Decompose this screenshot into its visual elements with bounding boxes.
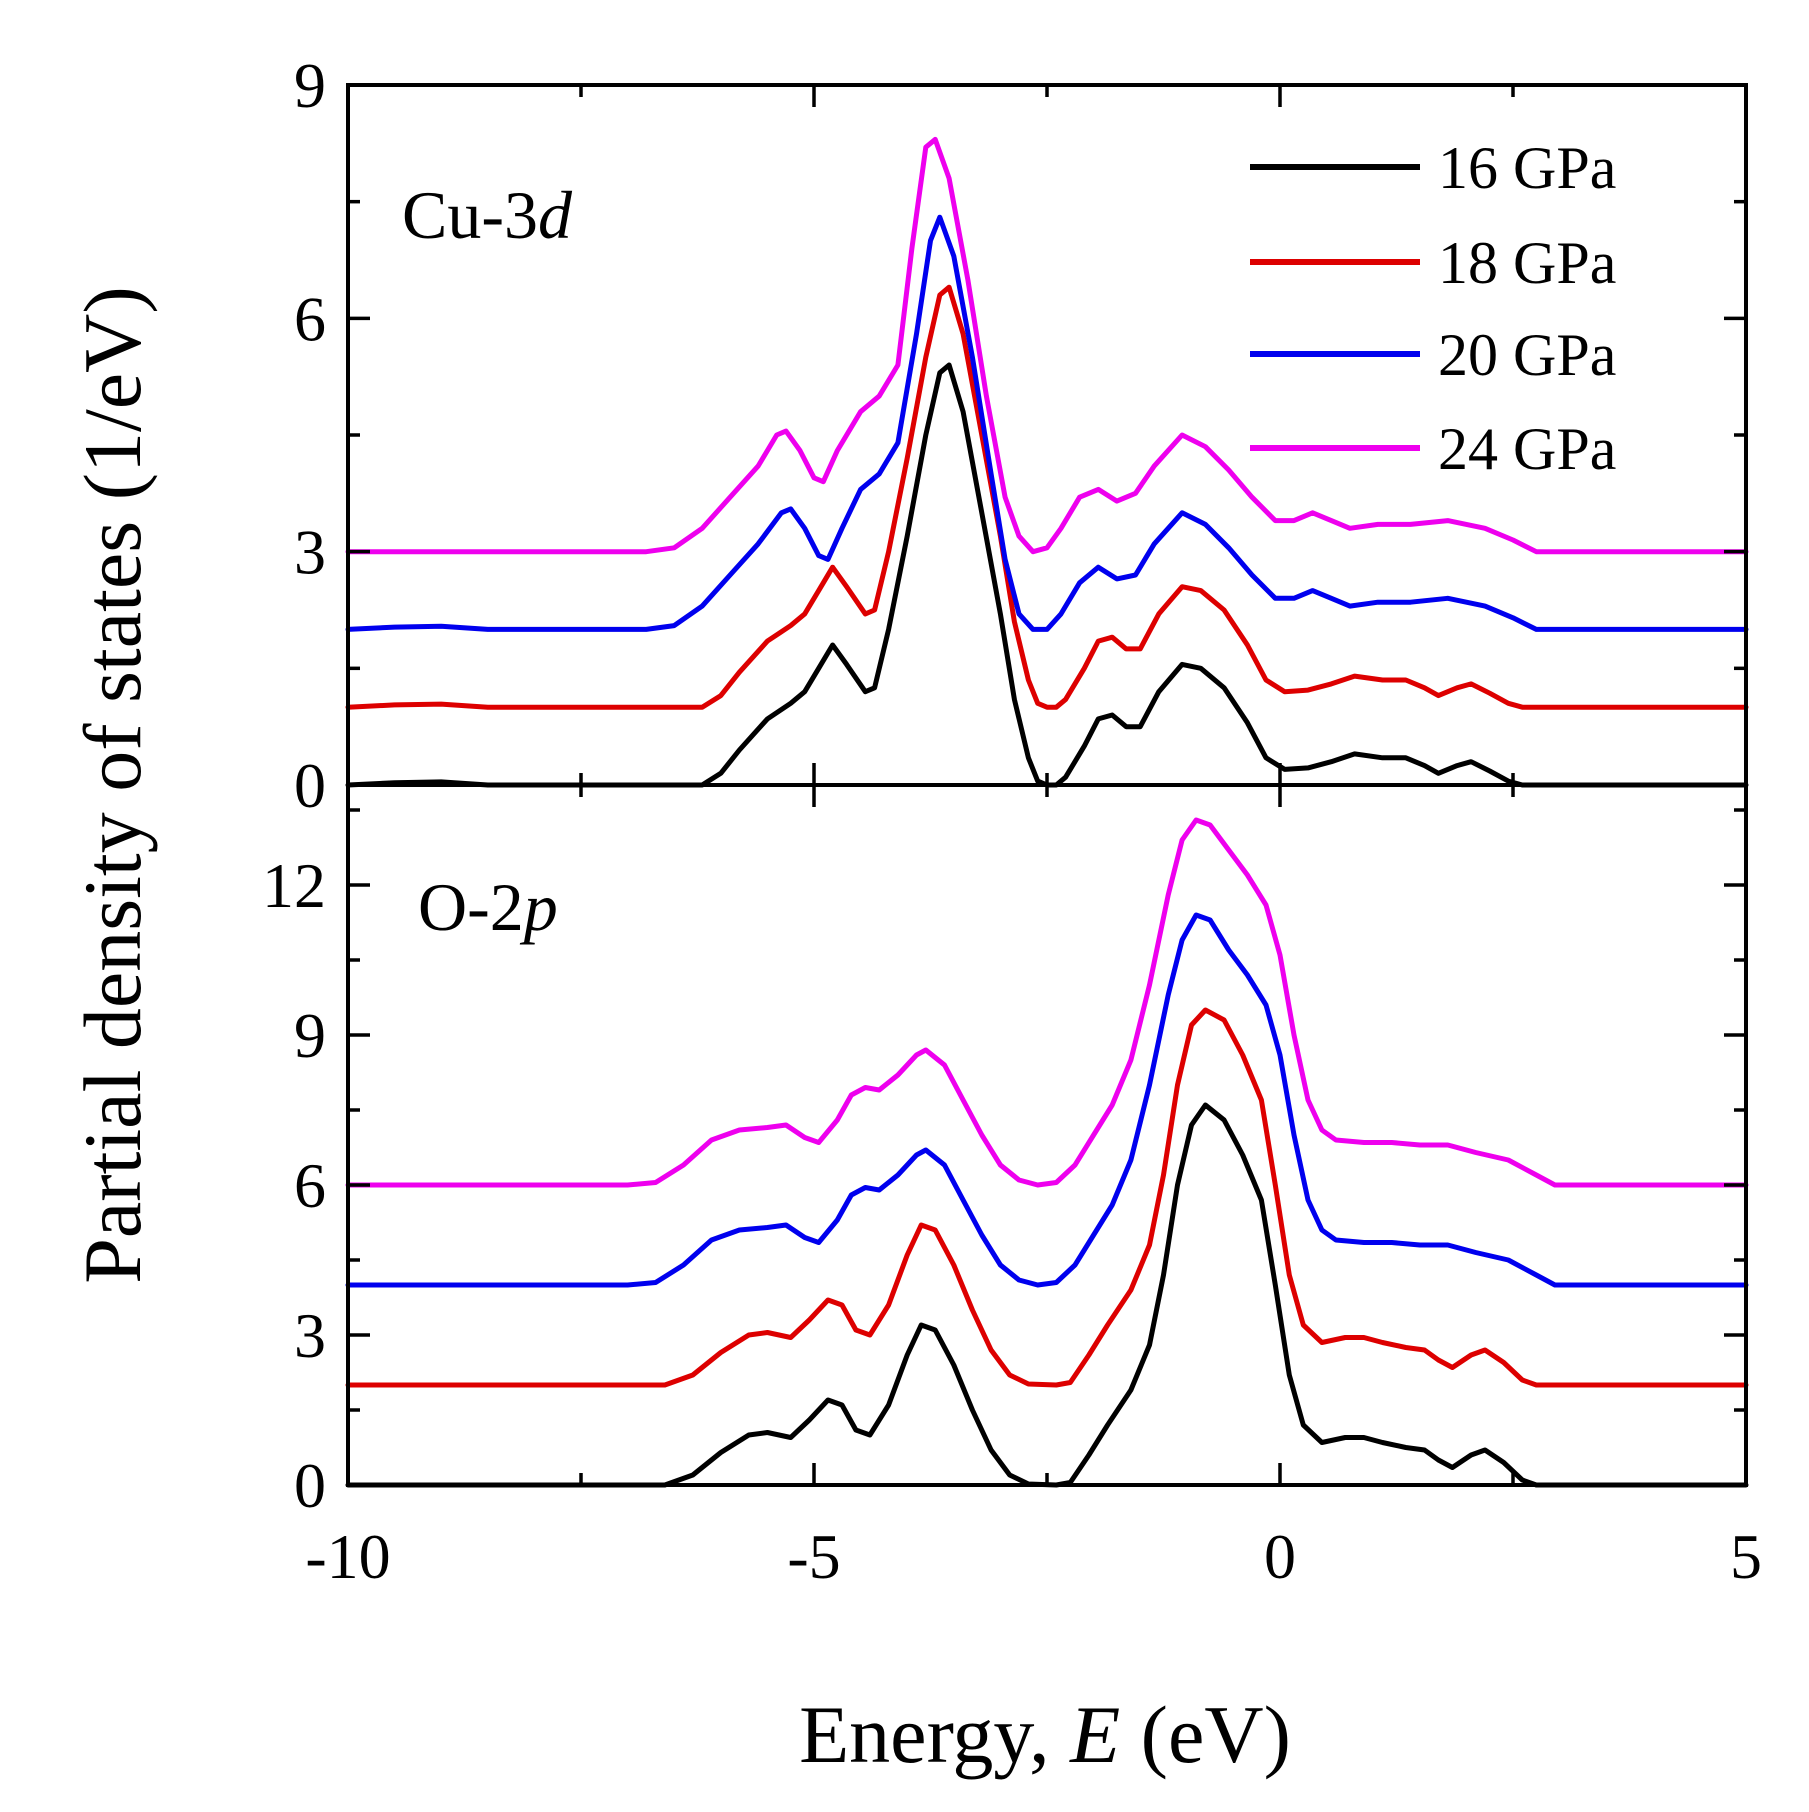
y-tick-label: 12	[262, 850, 326, 921]
y-tick-label: 0	[294, 1450, 326, 1521]
x-tick-label: 0	[1264, 1521, 1296, 1592]
panel-label-o-2p: O-2p	[418, 869, 558, 945]
legend-label: 24 GPa	[1438, 416, 1616, 482]
series-line-18-gpa	[345, 1007, 1749, 1388]
series-line-20-gpa	[345, 214, 1749, 632]
y-tick-label: 6	[294, 283, 326, 354]
x-tick-label: -5	[787, 1521, 840, 1592]
legend-label: 16 GPa	[1438, 135, 1616, 201]
y-tick-label: 3	[294, 1300, 326, 1371]
series-line-24-gpa	[345, 136, 1749, 555]
x-tick-labels: -10 -5 0 5	[305, 1521, 1762, 1592]
panel-label-cu-3d: Cu-3d	[402, 177, 573, 253]
y-tick-label: 9	[294, 50, 326, 121]
y-axis-title: Partial density of states (1/eV)	[67, 286, 158, 1283]
x-tick-label: -10	[305, 1521, 390, 1592]
y-tick-label: 6	[294, 1150, 326, 1221]
legend-entry: 18 GPa	[1250, 230, 1616, 296]
series-line-20-gpa	[345, 912, 1749, 1288]
panel-o-2p-frame	[346, 783, 1748, 1487]
series-line-24-gpa	[345, 817, 1749, 1188]
y-tick-label: 0	[294, 750, 326, 821]
x-tick-label: 5	[1730, 1521, 1762, 1592]
legend-entry: 20 GPa	[1250, 322, 1616, 388]
legend-label: 18 GPa	[1438, 230, 1616, 296]
legend: 16 GPa 18 GPa 20 GPa 24 GPa	[1250, 135, 1616, 482]
legend-entry: 24 GPa	[1250, 416, 1616, 482]
legend-label: 20 GPa	[1438, 322, 1616, 388]
legend-entry: 16 GPa	[1250, 135, 1616, 201]
y-tick-label: 9	[294, 1000, 326, 1071]
x-axis-title: Energy, E (eV)	[799, 1689, 1291, 1780]
panel-o-2p: 0 3 6 9 12 O-2p	[262, 783, 1749, 1521]
y-tick-label: 3	[294, 517, 326, 588]
series-line-16-gpa	[345, 1102, 1749, 1488]
series-line-18-gpa	[345, 284, 1749, 710]
